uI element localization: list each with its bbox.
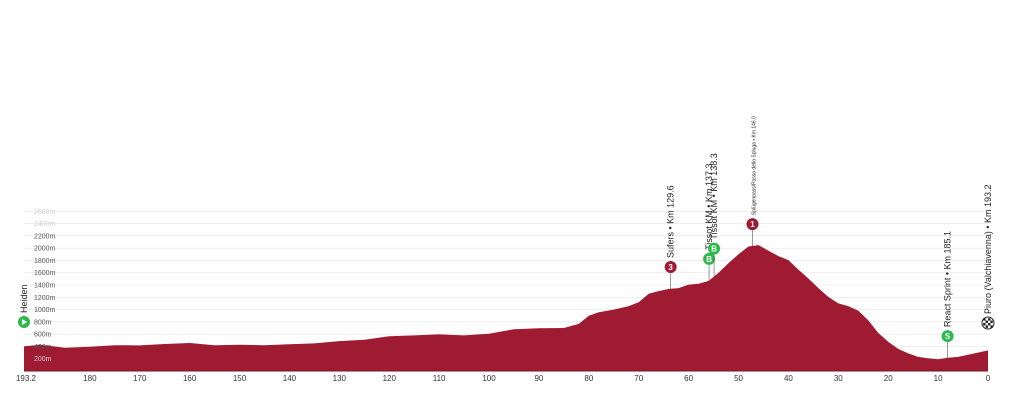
x-tick-label: 30 [834, 374, 843, 383]
checker-cell [985, 320, 988, 323]
y-tick-label: 1000m [34, 307, 56, 314]
x-tick-label: 193.2 [16, 374, 37, 383]
marker-label: React Sprint • Km 185.1 [943, 231, 953, 327]
bonus-badge-icon [703, 252, 716, 265]
elevation-profile [24, 245, 988, 372]
checker-cell [988, 323, 991, 326]
y-tick-label: 400m [34, 344, 52, 351]
checker-cell [985, 325, 988, 328]
y-tick-label: 2000m [34, 246, 56, 253]
checker-cell [990, 320, 993, 323]
climb-badge-icon [746, 218, 759, 231]
marker-label: Piuro (Valchiavenna) • Km 193.2 [983, 184, 993, 314]
y-tick-label: 200m [34, 356, 52, 363]
x-tick-label: 0 [986, 374, 991, 383]
marker-sprint: S React Sprint • Km 185.1 [941, 231, 954, 359]
y-tick-label: 1200m [34, 295, 56, 302]
grid-lines [24, 210, 988, 360]
x-tick-label: 80 [584, 374, 593, 383]
y-tick-label: 1600m [34, 270, 56, 277]
x-tick-label: 180 [83, 374, 97, 383]
x-tick-label: 170 [133, 374, 147, 383]
x-tick-label: 130 [333, 374, 347, 383]
axis-labels: 200m400m600m800m1000m1200m1400m1600m1800… [16, 209, 991, 383]
marker-bonus: B Tissot KM • Km 138.3 [708, 153, 721, 277]
marker-finish: Piuro (Valchiavenna) • Km 193.2 [981, 184, 995, 330]
marker-label: Splügenpass/Passo dello Spluga • Km 146.… [751, 116, 757, 215]
bonus-badge-icon [708, 242, 721, 255]
marker-badge-text: 3 [668, 263, 673, 272]
marker-climb: 3 Sufers • Km 129.6 [664, 185, 677, 290]
x-tick-label: 110 [433, 374, 446, 383]
x-tick-label: 150 [233, 374, 247, 383]
checker-cell [983, 323, 986, 326]
elevation-area [24, 245, 988, 371]
y-tick-label: 2400m [34, 221, 56, 228]
x-tick-label: 10 [934, 374, 943, 383]
checker-cell [990, 325, 993, 328]
marker-badge-text: 1 [750, 220, 755, 229]
y-tick-label: 800m [34, 319, 52, 326]
x-tick-label: 70 [634, 374, 643, 383]
x-tick-label: 90 [534, 374, 543, 383]
marker-label: Tissot KM • Km 137.3 [704, 164, 714, 250]
marker-badge-text: B [706, 255, 712, 264]
y-tick-label: 600m [34, 332, 52, 339]
x-tick-label: 20 [884, 374, 893, 383]
x-tick-label: 100 [482, 374, 496, 383]
marker-label: Tissot KM • Km 138.3 [709, 153, 719, 239]
y-tick-label: 1800m [34, 258, 56, 265]
checker-cell [988, 318, 991, 321]
y-tick-label: 1400m [34, 283, 56, 290]
play-icon [22, 319, 27, 325]
checker-cell [983, 318, 986, 321]
y-tick-label: 2200m [34, 233, 56, 240]
marker-badge-text: S [945, 332, 951, 341]
climb-badge-icon [664, 261, 677, 274]
x-tick-label: 60 [684, 374, 693, 383]
x-tick-label: 120 [383, 374, 397, 383]
x-tick-label: 160 [183, 374, 197, 383]
marker-label: Heiden [19, 284, 29, 313]
marker-climb: 1 Splügenpass/Passo dello Spluga • Km 146… [746, 116, 759, 247]
x-tick-label: 140 [283, 374, 297, 383]
marker-start: Heiden [18, 284, 30, 328]
marker-label: Sufers • Km 129.6 [666, 185, 676, 258]
sprint-badge-icon [941, 330, 954, 343]
x-tick-label: 50 [734, 374, 743, 383]
marker-badge-text: B [711, 245, 717, 254]
x-tick-label: 40 [784, 374, 793, 383]
y-tick-label: 2600m [34, 209, 56, 216]
